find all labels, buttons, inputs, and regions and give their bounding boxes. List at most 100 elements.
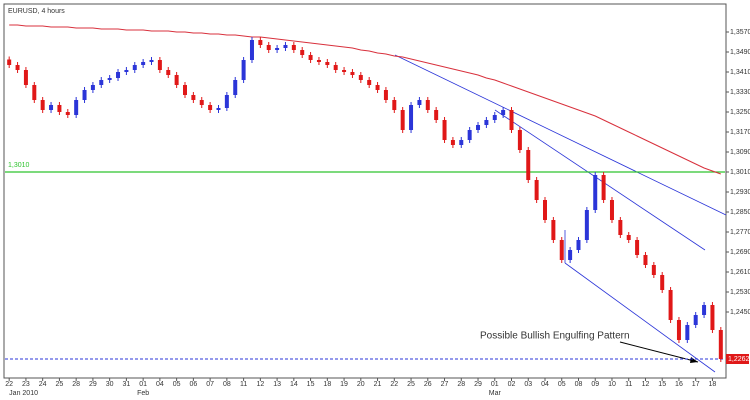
candle-body (450, 140, 455, 145)
trend-line (564, 262, 716, 373)
y-tick-label: 1,3090 (730, 149, 750, 156)
trend-line (494, 109, 706, 251)
x-tick-label: 21 (374, 381, 382, 388)
x-tick-label: 28 (457, 381, 465, 388)
y-tick-label: 1,2850 (730, 209, 750, 216)
candle-body (568, 250, 573, 260)
candle-body (501, 110, 506, 115)
candle-body (601, 175, 606, 200)
candle-body (23, 70, 28, 85)
candle-body (668, 290, 673, 320)
level-label: 1,3010 (8, 162, 30, 169)
candle-body (82, 90, 87, 100)
x-tick-label: 14 (290, 381, 298, 388)
x-tick-label: 13 (273, 381, 281, 388)
candle-body (266, 45, 271, 50)
x-tick-label: 12 (256, 381, 264, 388)
candle-body (559, 240, 564, 260)
x-tick-label: 22 (5, 381, 13, 388)
candle-body (166, 70, 171, 75)
candle-body (233, 80, 238, 95)
candle-body (660, 275, 665, 290)
annotation: Possible Bullish Engulfing Pattern (480, 331, 630, 342)
y-tick-label: 1,3330 (730, 89, 750, 96)
candle-body (392, 100, 397, 110)
x-tick-label: 11 (625, 381, 632, 388)
y-tick-label: 1,3410 (730, 69, 750, 76)
candle-body (459, 140, 464, 145)
x-tick-label: 30 (106, 381, 114, 388)
x-tick-label: 17 (692, 381, 700, 388)
x-tick-label: 22 (390, 381, 398, 388)
candle-body (609, 200, 614, 220)
x-tick-label: 09 (591, 381, 599, 388)
x-tick-label: 01 (491, 381, 499, 388)
y-tick-label: 1,3490 (730, 49, 750, 56)
candle-body (141, 62, 146, 65)
candle-body (358, 75, 363, 80)
candle-body (350, 72, 355, 75)
candle-body (383, 90, 388, 100)
y-tick-label: 1,2450 (730, 309, 750, 316)
x-tick-label: 27 (441, 381, 449, 388)
x-tick-label: 01 (139, 381, 147, 388)
candle-body (534, 180, 539, 200)
candle-body (249, 40, 254, 60)
x-tick-label: 15 (658, 381, 666, 388)
y-tick-label: 1,3250 (730, 109, 750, 116)
candle-body (342, 70, 347, 72)
x-tick-label: 04 (156, 381, 164, 388)
candle-body (300, 50, 305, 55)
x-tick-label: 26 (424, 381, 432, 388)
candle-body (693, 315, 698, 325)
candle-body (484, 120, 489, 125)
candle-body (224, 95, 229, 108)
month-label: Jan 2010 (9, 390, 38, 397)
candle-body (308, 55, 313, 60)
candle-body (651, 265, 656, 275)
candle-body (15, 65, 20, 70)
y-tick-label: 1,3570 (730, 29, 750, 36)
candle-body (425, 100, 430, 110)
x-tick-label: 25 (56, 381, 64, 388)
candle-body (149, 60, 154, 62)
x-tick-label: 02 (508, 381, 516, 388)
candle-body (283, 45, 288, 48)
moving-average (9, 24, 721, 175)
x-tick-label: 05 (173, 381, 181, 388)
x-tick-label: 29 (89, 381, 97, 388)
candle-body (65, 112, 70, 115)
candle-body (718, 330, 723, 359)
candle-body (517, 130, 522, 150)
x-tick-label: 19 (340, 381, 348, 388)
x-tick-label: 24 (39, 381, 47, 388)
x-tick-label: 28 (72, 381, 80, 388)
candle-body (258, 40, 263, 45)
candle-body (509, 110, 514, 130)
candle-body (467, 130, 472, 140)
candle-body (199, 100, 204, 105)
x-tick-label: 04 (541, 381, 549, 388)
plot-frame (3, 3, 727, 379)
candle-body (635, 240, 640, 255)
candle-body (216, 108, 221, 110)
x-tick-label: 25 (407, 381, 415, 388)
candle-body (174, 75, 179, 85)
y-tick-label: 1,2530 (730, 289, 750, 296)
candle-body (333, 65, 338, 70)
x-tick-label: 06 (189, 381, 197, 388)
candle-body (584, 210, 589, 240)
y-tick-label: 1,3010 (730, 169, 750, 176)
y-tick-label: 1,2770 (730, 229, 750, 236)
month-label: Mar (489, 390, 502, 397)
candle-body (116, 72, 121, 78)
candle-body (643, 255, 648, 265)
candle-body (291, 45, 296, 50)
candle-body (191, 95, 196, 100)
candle-body (32, 85, 37, 100)
candle-body (124, 70, 129, 72)
candle-body (375, 85, 380, 90)
candle-body (543, 200, 547, 220)
